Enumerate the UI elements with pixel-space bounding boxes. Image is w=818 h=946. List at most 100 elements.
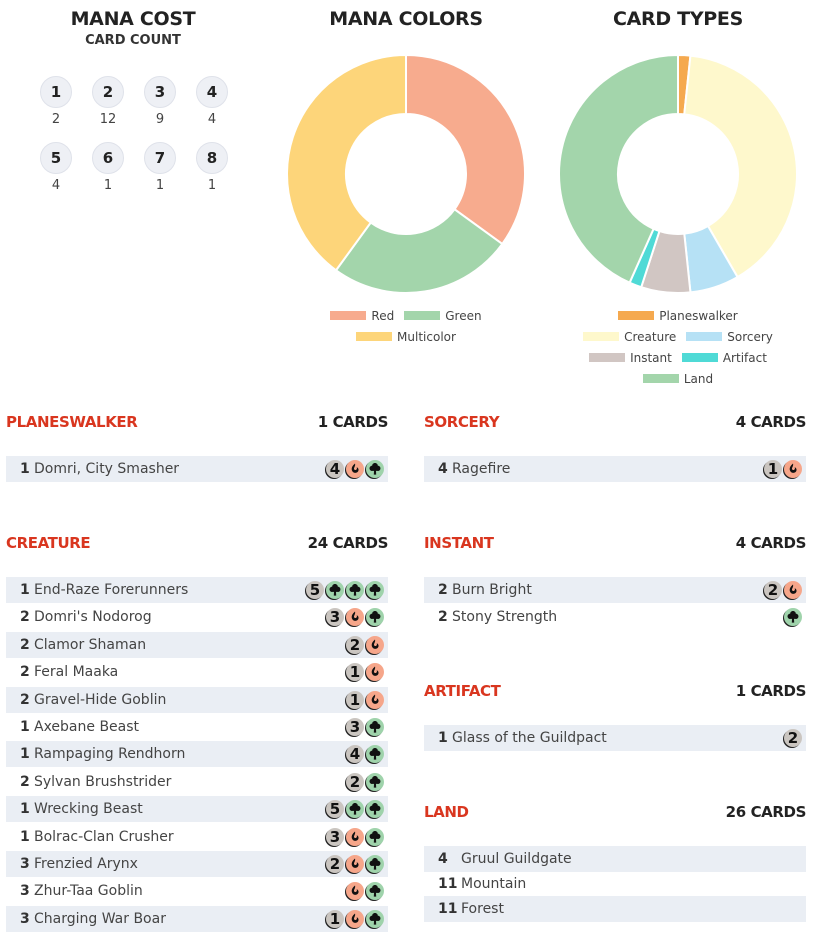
card-mana-cost: 2 (344, 635, 388, 654)
card-row[interactable]: 11 Mountain (424, 871, 806, 897)
card-row[interactable]: 3 Frenzied Arynx 2 (6, 851, 388, 877)
card-name[interactable]: Domri's Nodorog (34, 609, 152, 626)
card-name[interactable]: Sylvan Brushstrider (34, 773, 172, 790)
card-types-slice-creature[interactable] (683, 54, 798, 279)
card-row[interactable]: 2 Stony Strength (424, 604, 806, 630)
card-name[interactable]: Feral Maaka (34, 664, 119, 681)
card-name[interactable]: Clamor Shaman (34, 636, 147, 653)
card-name[interactable]: Frenzied Arynx (34, 856, 138, 872)
section-card-count: 24 CARDS (307, 534, 389, 552)
card-name[interactable]: Gruul Guildgate (461, 851, 572, 867)
card-quantity: 3 (20, 856, 30, 872)
red-mana-icon (346, 855, 364, 873)
mana-colors-legend-item[interactable]: Multicolor (356, 329, 456, 344)
card-name[interactable]: Forest (461, 901, 504, 917)
card-name[interactable]: Domri, City Smasher (34, 461, 180, 477)
mana-colors-slice-multicolor[interactable] (286, 54, 407, 272)
card-row[interactable]: 1 Bolrac-Clan Crusher 3 (6, 824, 388, 850)
card-name[interactable]: Burn Bright (452, 582, 532, 598)
generic-mana-icon: 3 (326, 608, 344, 627)
card-row[interactable]: 3 Charging War Boar 1 (6, 905, 388, 932)
card-name[interactable]: Stony Strength (452, 609, 558, 626)
card-name[interactable]: Axebane Beast (34, 719, 140, 735)
red-mana-icon (346, 460, 364, 478)
generic-mana-icon: 2 (346, 772, 364, 791)
legend-swatch (642, 374, 679, 383)
legend-label: Land (683, 371, 714, 386)
card-name[interactable]: Charging War Boar (34, 910, 166, 927)
card-types-donut (558, 54, 798, 294)
card-row[interactable]: 2 Sylvan Brushstrider 2 (6, 769, 388, 795)
card-mana-cost (782, 608, 806, 627)
card-types-legend-item[interactable]: Creature (583, 329, 677, 344)
legend-label: Multicolor (397, 329, 456, 344)
card-mana-cost: 2 (782, 729, 806, 747)
card-mana-cost: 5 (304, 581, 388, 599)
mana-cost-title: MANA COST (70, 8, 196, 30)
card-quantity: 2 (438, 609, 448, 626)
mana-cost-count: 12 (99, 112, 117, 127)
card-row[interactable]: 2 Gravel-Hide Goblin 1 (6, 686, 388, 713)
card-name[interactable]: Glass of the Guildpact (452, 730, 607, 746)
card-types-legend-item[interactable]: Planeswalker (618, 309, 738, 323)
card-row[interactable]: 2 Feral Maaka 1 (6, 659, 388, 685)
card-types-slice-land[interactable] (558, 54, 679, 285)
card-row[interactable]: 1 Domri, City Smasher 4 (6, 456, 388, 482)
mana-colors-slice-green[interactable] (334, 207, 504, 294)
mana-colors-legend-item[interactable]: Red (330, 308, 395, 323)
card-types-legend-item[interactable]: Land (642, 371, 714, 386)
section-title: PLANESWALKER (6, 413, 138, 431)
card-row[interactable]: 3 Zhur-Taa Goblin (6, 878, 388, 904)
card-name[interactable]: Gravel-Hide Goblin (34, 691, 167, 708)
card-quantity: 2 (438, 582, 448, 598)
card-row[interactable]: 1 Axebane Beast 3 (6, 714, 388, 740)
legend-swatch (589, 353, 626, 362)
card-row[interactable]: 11 Forest (424, 896, 806, 922)
card-row[interactable]: 1 Wrecking Beast 5 (6, 796, 388, 823)
card-name[interactable]: End-Raze Forerunners (34, 582, 189, 598)
card-row[interactable]: 1 Glass of the Guildpact 2 (424, 725, 806, 751)
card-types-legend-item[interactable]: Sorcery (686, 330, 773, 344)
card-name[interactable]: Mountain (461, 876, 527, 892)
card-row[interactable]: 4 Ragefire 1 (424, 456, 806, 482)
generic-mana-icon: 1 (346, 690, 364, 709)
mana-cost-value: 8 (196, 142, 228, 174)
mana-cost-count: 1 (103, 178, 113, 193)
card-row[interactable]: 2 Domri's Nodorog 3 (6, 604, 388, 630)
green-mana-icon (784, 608, 802, 627)
mana-cost-value: 2 (92, 76, 124, 108)
card-row[interactable]: 2 Burn Bright 2 (424, 577, 806, 603)
green-mana-icon (366, 800, 384, 819)
legend-label: Creature (624, 329, 677, 344)
card-types-title: CARD TYPES (613, 8, 743, 30)
card-types-legend-item[interactable]: Artifact (681, 351, 767, 365)
generic-mana-icon: 1 (326, 909, 344, 928)
section-card-count: 1 CARDS (317, 413, 389, 431)
legend-label: Red (371, 308, 395, 323)
green-mana-icon (366, 745, 384, 764)
mana-colors-legend-item[interactable]: Green (404, 309, 482, 323)
legend-label: Instant (630, 350, 672, 365)
card-types-legend-item[interactable]: Instant (589, 350, 672, 365)
card-name[interactable]: Wrecking Beast (34, 801, 143, 818)
card-mana-cost: 1 (344, 663, 388, 682)
section-header-planeswalker: PLANESWALKER 1 CARDS (6, 412, 388, 432)
green-mana-icon (366, 581, 384, 599)
card-name[interactable]: Ragefire (452, 461, 511, 477)
card-quantity: 2 (20, 636, 30, 653)
mana-colors-slice-red[interactable] (405, 54, 526, 246)
card-row[interactable]: 4 Gruul Guildgate (424, 846, 806, 872)
card-name[interactable]: Bolrac-Clan Crusher (34, 828, 174, 845)
card-row[interactable]: 1 End-Raze Forerunners 5 (6, 577, 388, 603)
card-name[interactable]: Zhur-Taa Goblin (34, 883, 143, 900)
card-mana-cost: 4 (324, 460, 388, 478)
card-row[interactable]: 1 Rampaging Rendhorn 4 (6, 741, 388, 768)
card-name[interactable]: Rampaging Rendhorn (34, 746, 186, 763)
mana-cost-value: 1 (40, 76, 72, 108)
card-row[interactable]: 2 Clamor Shaman 2 (6, 631, 388, 658)
